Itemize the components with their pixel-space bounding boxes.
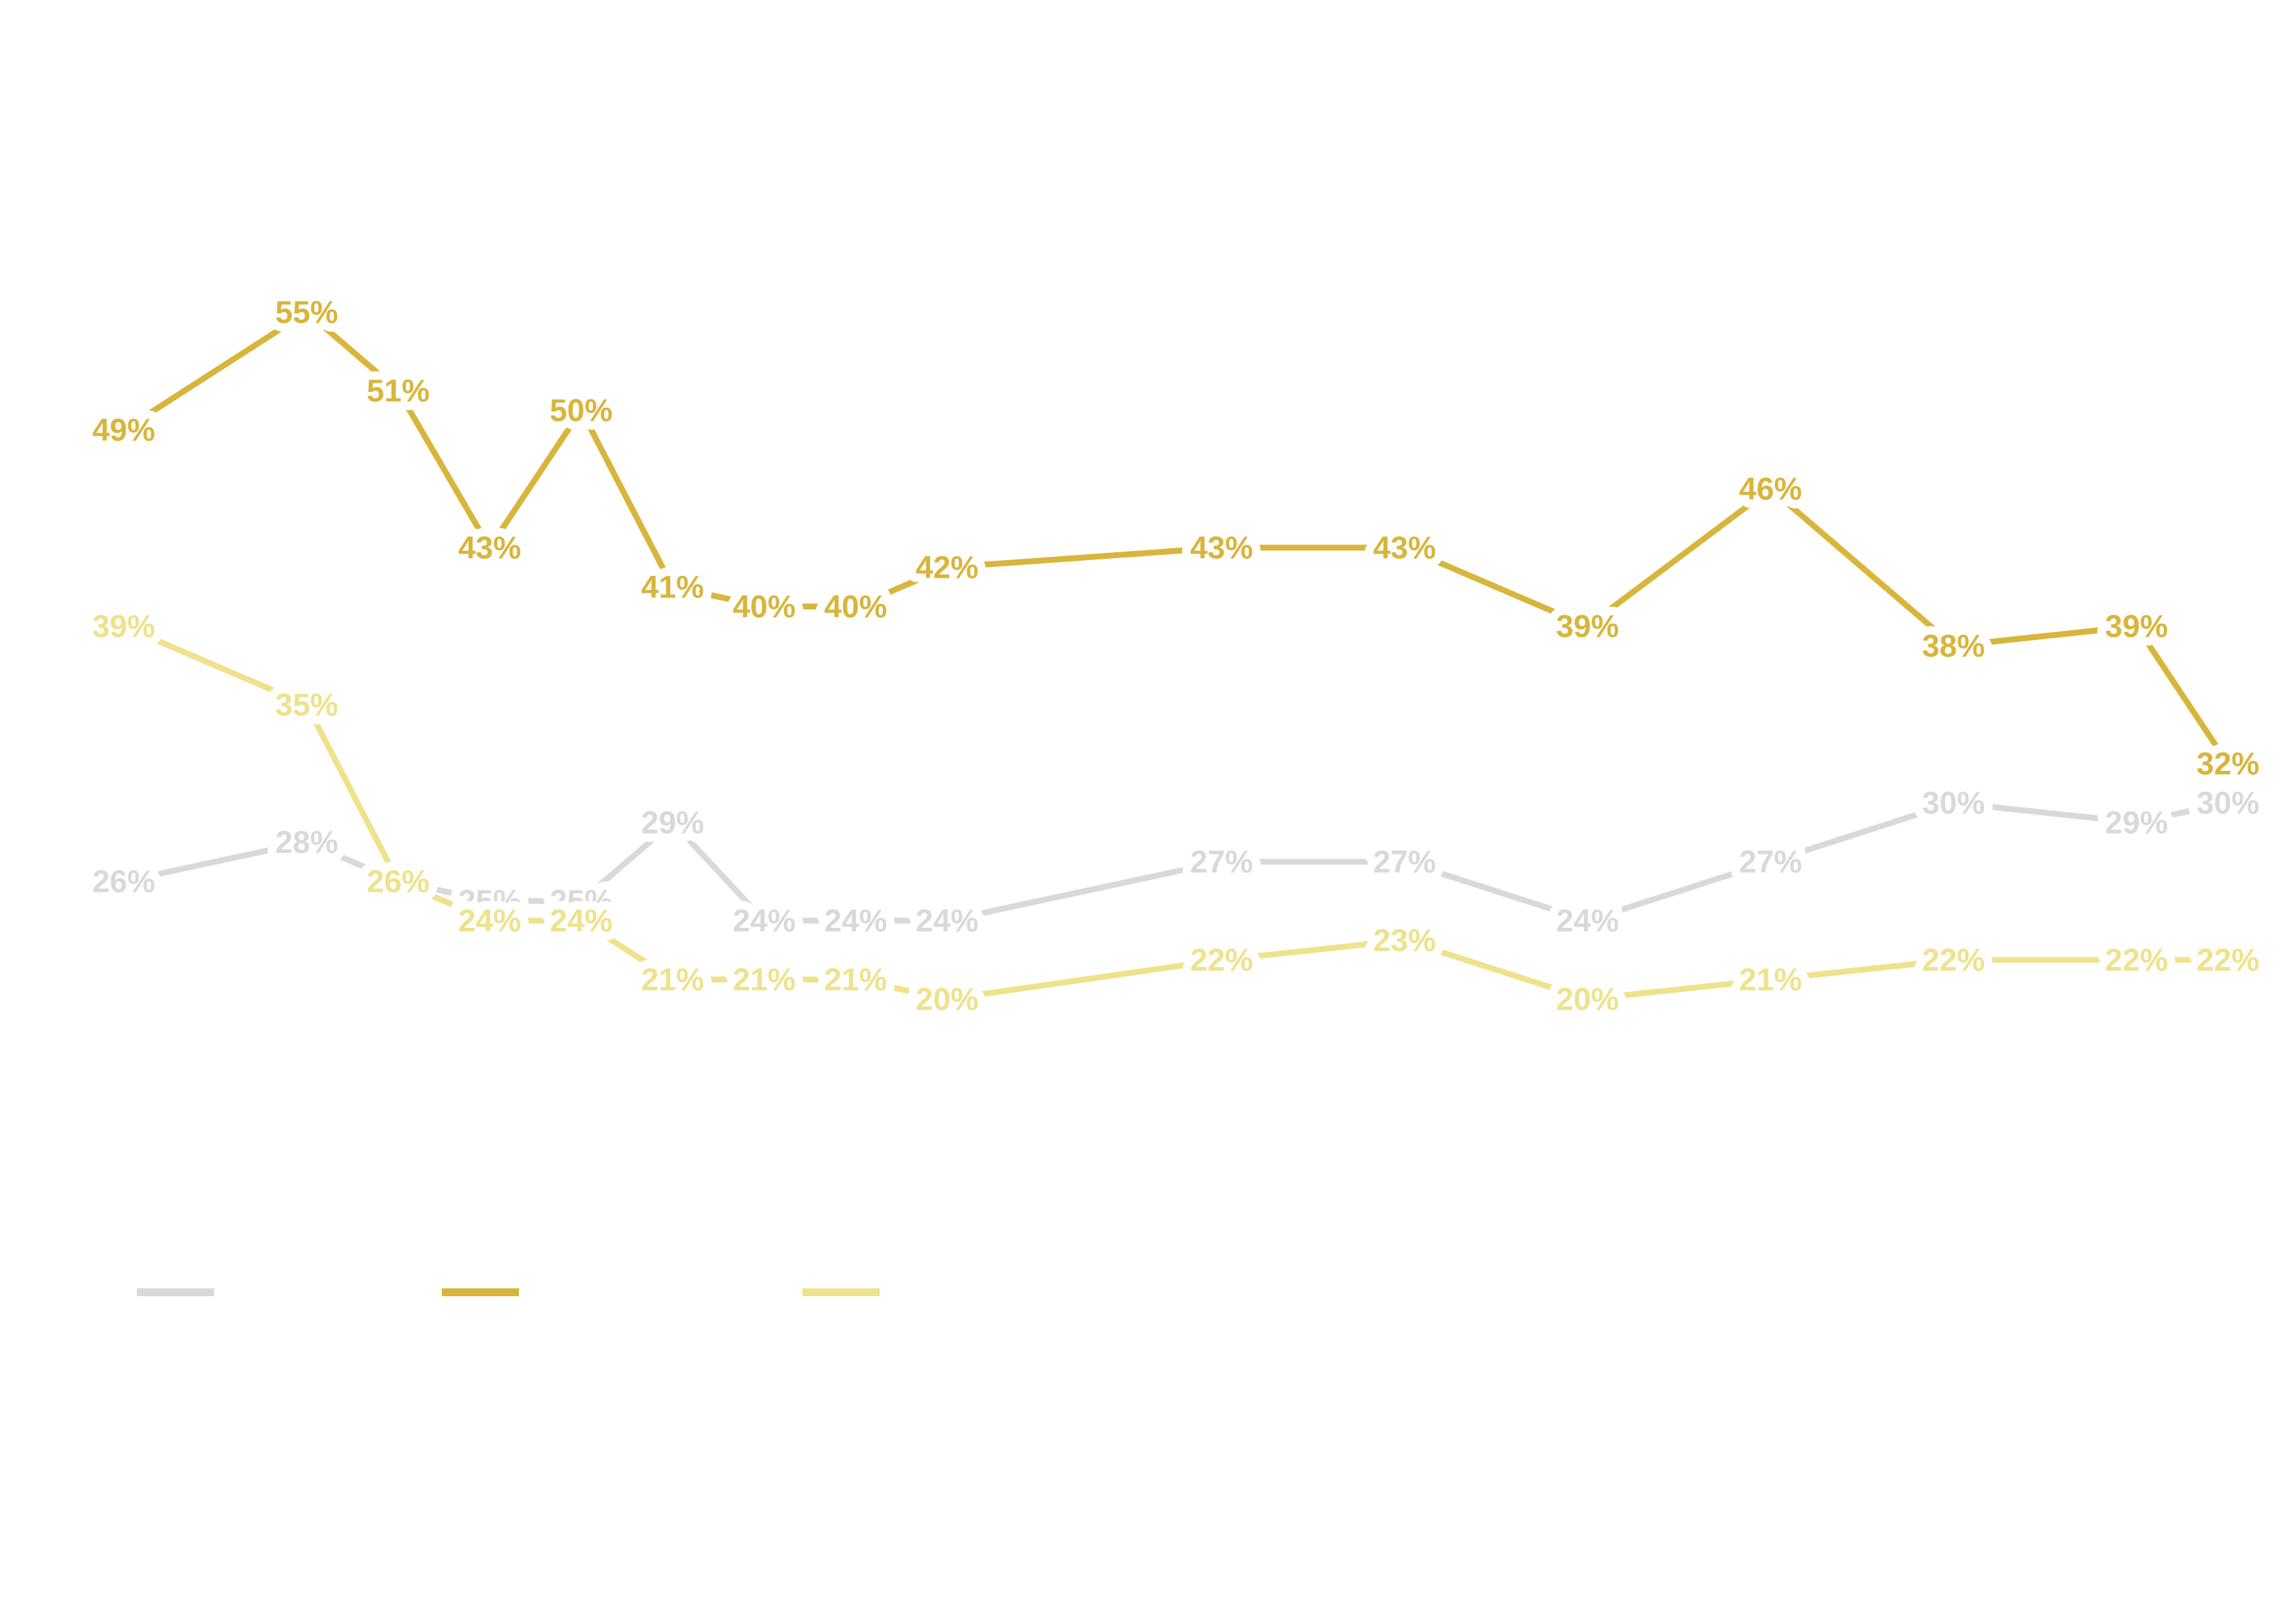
labels: 26% 28% 26% 25% 25% 29% 24% 24% 24% 27% 27% 24% 27% 3… [84,287,2268,1026]
data-label: 27% [1739,845,1802,880]
data-label: 21% [732,963,795,998]
data-label: 38% [1922,629,1985,664]
data-label: 22% [1190,944,1253,978]
data-label: 20% [1556,983,1619,1017]
data-label: 43% [458,531,521,566]
data-label: 24% [550,904,613,939]
lines [122,309,2231,1002]
data-label: 43% [1190,531,1253,566]
series-line [122,623,2228,1002]
data-label: 26% [367,865,429,900]
data-label: 23% [1373,924,1436,959]
data-label: 39% [1556,610,1619,645]
data-label: 43% [1373,531,1436,566]
data-label: 25% [550,885,613,919]
data-label: 49% [92,414,155,448]
data-label: 24% [458,904,521,939]
data-label: 26% [92,865,155,900]
data-label: 24% [916,904,978,939]
data-label: 40% [824,590,887,625]
data-label: 24% [1556,904,1619,939]
data-label: 27% [1190,845,1253,880]
data-label: 30% [1922,786,1985,821]
data-label: 39% [92,610,155,645]
data-label: 22% [2197,944,2259,978]
data-label: 35% [276,688,338,723]
data-label: 21% [824,963,887,998]
data-label: 40% [732,590,795,625]
data-label: 39% [2105,610,2168,645]
data-label: 42% [916,551,978,586]
series-line [123,800,2229,924]
data-label: 29% [641,806,704,841]
data-label: 28% [276,826,338,860]
data-label: 20% [916,983,978,1017]
data-label: 29% [2105,806,2168,841]
data-label: 24% [732,904,795,939]
data-label: 55% [276,296,338,330]
data-label: 25% [458,885,521,919]
data-label: 27% [1373,845,1436,880]
data-label: 22% [2105,944,2168,978]
data-label: 51% [367,374,429,409]
series-line [122,309,2231,766]
data-label: 50% [550,394,613,429]
data-label: 21% [641,963,704,998]
data-label: 32% [2197,747,2259,782]
data-label: 21% [1739,963,1802,998]
data-label: 26% [367,865,429,900]
data-label: 30% [2197,786,2259,821]
data-label: 41% [641,571,704,605]
data-label: 22% [1922,944,1985,978]
data-label: 24% [824,904,887,939]
data-label: 46% [1739,472,1802,507]
